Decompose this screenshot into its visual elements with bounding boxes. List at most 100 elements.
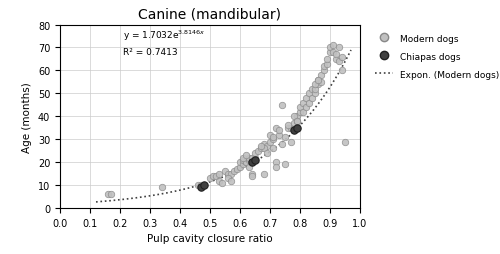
Point xyxy=(260,142,268,146)
Point xyxy=(278,103,286,107)
Point xyxy=(236,161,244,165)
Point xyxy=(296,110,304,114)
Point xyxy=(245,156,253,160)
Point xyxy=(329,44,337,48)
Point xyxy=(227,172,235,176)
Point xyxy=(239,158,247,162)
Point xyxy=(251,151,259,155)
Point xyxy=(239,156,247,160)
Point xyxy=(242,161,250,165)
Point xyxy=(281,163,289,167)
Point xyxy=(215,179,223,183)
Point xyxy=(233,167,241,171)
Point xyxy=(314,78,322,82)
Point xyxy=(272,165,280,169)
Point xyxy=(323,62,331,66)
Point xyxy=(278,142,286,146)
Point xyxy=(242,154,250,158)
Point xyxy=(284,126,292,130)
Point xyxy=(293,119,301,123)
Point xyxy=(320,65,328,69)
Point xyxy=(275,133,283,137)
Point xyxy=(242,161,250,165)
Point xyxy=(275,129,283,133)
Point xyxy=(257,145,265,149)
Point xyxy=(236,165,244,169)
Point xyxy=(311,92,319,96)
Point xyxy=(338,69,346,73)
Point xyxy=(290,129,298,133)
Point xyxy=(302,97,310,101)
Point xyxy=(107,193,115,197)
Point xyxy=(290,115,298,119)
Point xyxy=(287,140,295,144)
Point xyxy=(248,174,256,178)
Point xyxy=(311,87,319,91)
Point xyxy=(248,172,256,176)
Point xyxy=(224,177,232,181)
Point xyxy=(200,183,208,187)
Point xyxy=(212,174,220,178)
Point xyxy=(197,186,205,190)
Point xyxy=(194,183,202,187)
Point xyxy=(245,158,253,162)
Point xyxy=(206,177,214,181)
Title: Canine (mandibular): Canine (mandibular) xyxy=(138,8,282,22)
Point xyxy=(245,165,253,169)
Point xyxy=(251,158,259,162)
Point xyxy=(305,101,313,105)
Point xyxy=(335,60,343,64)
Y-axis label: Age (months): Age (months) xyxy=(22,82,32,152)
Point xyxy=(293,115,301,119)
Point xyxy=(332,53,340,57)
Point xyxy=(311,83,319,87)
Point xyxy=(335,46,343,50)
Point xyxy=(329,51,337,55)
Point xyxy=(209,174,217,178)
Point xyxy=(299,101,307,105)
Point xyxy=(317,81,325,85)
Point xyxy=(293,119,301,123)
Point xyxy=(332,58,340,62)
Point xyxy=(302,106,310,110)
Point xyxy=(308,87,316,91)
Point xyxy=(251,156,259,160)
Point xyxy=(305,92,313,96)
Point xyxy=(227,179,235,183)
Point xyxy=(200,183,208,187)
Point xyxy=(158,186,166,190)
Point xyxy=(266,133,274,137)
Point xyxy=(338,55,346,59)
Point xyxy=(326,51,334,55)
Point xyxy=(326,46,334,50)
Point xyxy=(104,193,112,197)
Point xyxy=(269,147,277,151)
Point xyxy=(197,183,205,187)
Point xyxy=(314,78,322,82)
Point xyxy=(257,147,265,151)
Point xyxy=(272,126,280,130)
Point xyxy=(218,181,226,185)
Point xyxy=(221,170,229,174)
Point xyxy=(239,163,247,167)
Point xyxy=(341,140,349,144)
Point xyxy=(290,122,298,126)
Point xyxy=(260,147,268,151)
Point xyxy=(224,172,232,176)
Text: y = 1.7032e$^{3.8146x}$: y = 1.7032e$^{3.8146x}$ xyxy=(123,29,206,43)
Point xyxy=(248,161,256,165)
Point xyxy=(293,126,301,130)
Point xyxy=(323,58,331,62)
Point xyxy=(215,172,223,176)
Point xyxy=(296,106,304,110)
Point xyxy=(317,74,325,78)
Point xyxy=(248,156,256,160)
Point xyxy=(269,135,277,139)
Point xyxy=(314,83,322,87)
Point xyxy=(287,126,295,130)
Legend: Modern dogs, Chiapas dogs, Expon. (Modern dogs): Modern dogs, Chiapas dogs, Expon. (Moder… xyxy=(370,30,500,84)
Point xyxy=(260,172,268,176)
Text: R² = 0.7413: R² = 0.7413 xyxy=(123,48,178,57)
Point xyxy=(272,161,280,165)
Point xyxy=(308,97,316,101)
